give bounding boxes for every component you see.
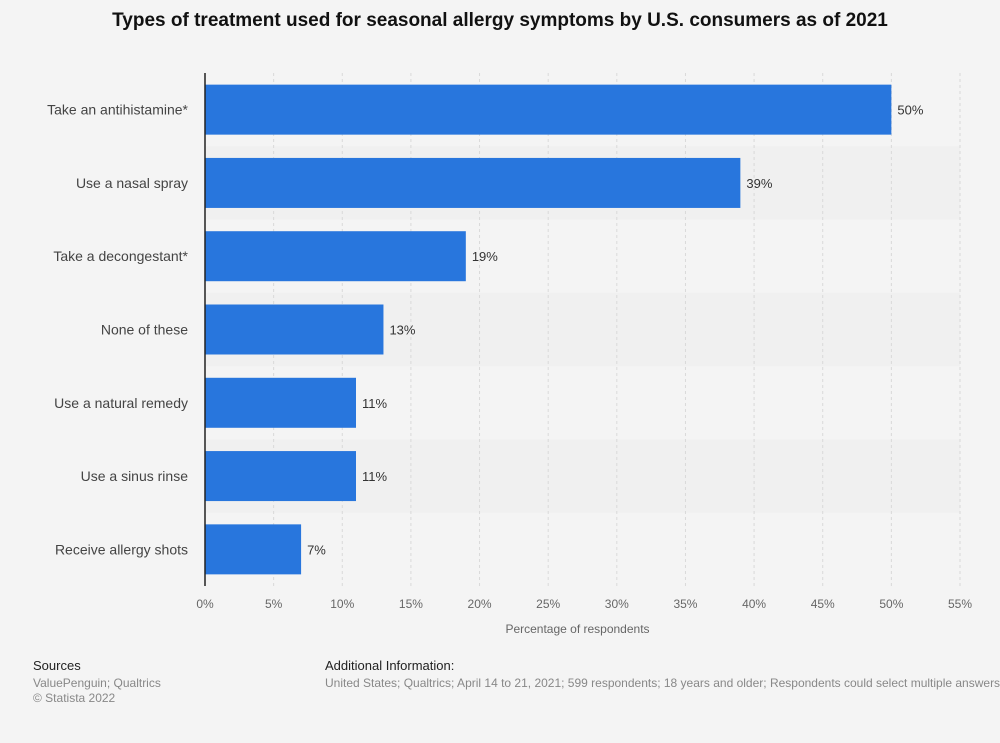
x-axis-title: Percentage of respondents <box>505 622 649 636</box>
value-label: 39% <box>746 176 772 191</box>
x-tick-label: 20% <box>468 597 492 611</box>
bar <box>205 524 302 575</box>
category-label: Take a decongestant* <box>53 248 188 264</box>
chart-title: Types of treatment used for seasonal all… <box>112 10 888 31</box>
x-tick-label: 40% <box>742 597 766 611</box>
additional-info-text: United States; Qualtrics; April 14 to 21… <box>325 676 1000 690</box>
bar <box>205 157 741 208</box>
x-tick-label: 5% <box>265 597 283 611</box>
additional-info-block: Additional Information: United States; Q… <box>325 658 1000 691</box>
bar <box>205 377 356 428</box>
value-label: 50% <box>897 103 923 118</box>
bar-chart: 0% 5% 10% 15% 20% 25% 30% 35% 40% 45% 50% 55% Take a… <box>47 73 972 636</box>
value-label: 19% <box>472 249 498 264</box>
x-tick-label: 15% <box>399 597 423 611</box>
x-tick-label: 35% <box>673 597 697 611</box>
sources-heading: Sources <box>33 658 81 673</box>
category-label: Take an antihistamine* <box>47 102 188 118</box>
x-tick-label: 55% <box>948 597 972 611</box>
x-tick-label: 50% <box>879 597 903 611</box>
value-label: 13% <box>389 323 415 338</box>
x-tick-label: 0% <box>196 597 214 611</box>
category-label: Receive allergy shots <box>55 541 188 557</box>
x-tick-label: 45% <box>811 597 835 611</box>
bar <box>205 84 892 135</box>
value-label: 11% <box>362 396 387 411</box>
value-label: 11% <box>362 469 387 484</box>
category-label: Use a nasal spray <box>76 175 188 191</box>
value-label: 7% <box>307 542 326 557</box>
x-tick-label: 25% <box>536 597 560 611</box>
x-tick-label: 30% <box>605 597 629 611</box>
category-label: Use a sinus rinse <box>81 468 189 484</box>
bar <box>205 451 356 502</box>
copyright-text: © Statista 2022 <box>33 691 116 705</box>
category-label: Use a natural remedy <box>54 395 188 411</box>
bar <box>205 231 466 282</box>
sources-block: Sources ValuePenguin; Qualtrics © Statis… <box>33 658 161 706</box>
bar <box>205 304 384 355</box>
x-tick-label: 10% <box>330 597 354 611</box>
sources-text: ValuePenguin; Qualtrics <box>33 676 161 690</box>
category-label: None of these <box>101 322 188 338</box>
additional-info-heading: Additional Information: <box>325 658 455 673</box>
